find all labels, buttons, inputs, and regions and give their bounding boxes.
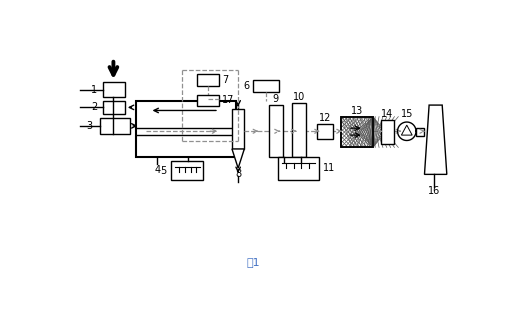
Text: 7: 7 bbox=[222, 75, 228, 85]
Text: 1: 1 bbox=[91, 85, 97, 95]
Text: 8: 8 bbox=[235, 169, 241, 179]
Text: 5: 5 bbox=[160, 165, 166, 175]
Bar bbox=[416, 128, 423, 136]
Text: 图1: 图1 bbox=[246, 257, 260, 267]
Bar bbox=[292, 103, 306, 157]
Polygon shape bbox=[402, 125, 412, 135]
Text: 4: 4 bbox=[154, 165, 160, 175]
Text: 15: 15 bbox=[401, 109, 413, 119]
Bar bbox=[318, 124, 333, 139]
Text: 14: 14 bbox=[381, 109, 393, 119]
Polygon shape bbox=[232, 149, 244, 168]
Bar bbox=[269, 105, 283, 157]
Bar bbox=[136, 101, 236, 157]
Text: 16: 16 bbox=[429, 186, 441, 196]
Bar bbox=[253, 80, 279, 92]
Text: 12: 12 bbox=[319, 113, 331, 123]
Bar bbox=[278, 157, 319, 180]
Text: 11: 11 bbox=[323, 163, 335, 173]
Text: 17: 17 bbox=[222, 95, 234, 105]
Text: 9: 9 bbox=[273, 94, 279, 104]
Bar bbox=[341, 117, 373, 147]
Text: 2: 2 bbox=[91, 102, 97, 112]
Text: 10: 10 bbox=[293, 92, 305, 102]
Bar bbox=[103, 101, 125, 114]
Bar bbox=[197, 95, 219, 106]
Bar bbox=[171, 160, 204, 180]
Bar bbox=[232, 109, 244, 149]
Bar bbox=[197, 74, 219, 86]
Text: 6: 6 bbox=[244, 81, 250, 91]
Bar bbox=[100, 118, 130, 133]
Bar bbox=[103, 82, 125, 97]
Bar bbox=[341, 117, 373, 147]
Polygon shape bbox=[425, 105, 447, 174]
Text: 3: 3 bbox=[87, 121, 93, 131]
Text: 13: 13 bbox=[351, 106, 363, 116]
Bar bbox=[381, 120, 394, 144]
